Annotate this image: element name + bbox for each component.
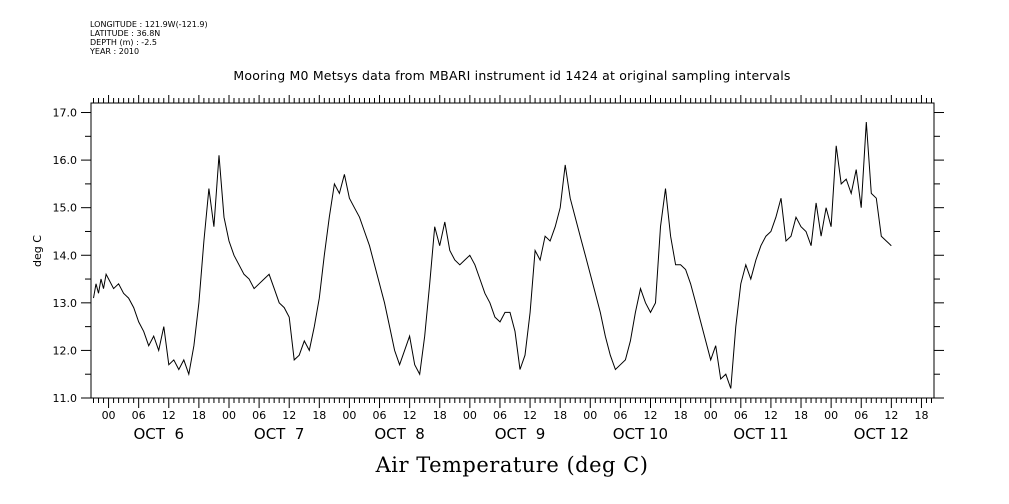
day-label: OCT 10 — [613, 425, 668, 443]
x-tick-label: 12 — [403, 409, 417, 422]
plot-frame — [90, 102, 935, 399]
x-tick-label: 00 — [824, 409, 838, 422]
x-tick-label: 06 — [613, 409, 627, 422]
chart-title: Mooring M0 Metsys data from MBARI instru… — [233, 68, 791, 83]
y-tick-label: 16.0 — [53, 154, 78, 167]
x-tick-label: 06 — [252, 409, 266, 422]
x-tick-label: 06 — [734, 409, 748, 422]
day-label: OCT 6 — [133, 425, 184, 443]
x-tick-label: 06 — [132, 409, 146, 422]
y-tick-label: 14.0 — [53, 249, 78, 262]
x-tick-label: 18 — [553, 409, 567, 422]
x-tick-label: 18 — [192, 409, 206, 422]
x-tick-label: 18 — [794, 409, 808, 422]
day-label: OCT 8 — [374, 425, 425, 443]
x-tick-label: 12 — [523, 409, 537, 422]
depth-label: DEPTH (m) : -2.5 — [90, 38, 157, 47]
x-tick-label: 06 — [373, 409, 387, 422]
x-tick-label: 06 — [493, 409, 507, 422]
x-tick-label: 18 — [433, 409, 447, 422]
y-axis: 11.0 12.0 13.0 14.0 15.0 16.0 17.0 — [53, 107, 944, 405]
day-label: OCT 9 — [495, 425, 546, 443]
x-tick-label: 18 — [914, 409, 928, 422]
latitude-label: LATITUDE : 36.8N — [90, 29, 161, 38]
y-tick-label: 17.0 — [53, 107, 78, 120]
y-tick-label: 11.0 — [53, 392, 78, 405]
x-tick-label: 12 — [884, 409, 898, 422]
day-label: OCT 7 — [254, 425, 305, 443]
y-tick-label: 13.0 — [53, 297, 78, 310]
day-label: OCT 12 — [854, 425, 909, 443]
year-label: YEAR : 2010 — [90, 47, 140, 56]
x-tick-label: 18 — [312, 409, 326, 422]
station-metadata: LONGITUDE : 121.9W(-121.9) LATITUDE : 36… — [90, 20, 208, 56]
y-tick-label: 12.0 — [53, 344, 78, 357]
x-tick-label: 18 — [674, 409, 688, 422]
x-tick-label: 06 — [854, 409, 868, 422]
longitude-label: LONGITUDE : 121.9W(-121.9) — [90, 20, 208, 29]
air-temperature-line — [93, 121, 892, 389]
x-axis: 00 06 12 18 00 06 12 18 00 06 12 18 00 06 12 18 00 06 12 18… — [93, 95, 932, 443]
day-label: OCT 11 — [733, 425, 788, 443]
x-axis-title: Air Temperature (deg C) — [375, 453, 649, 477]
x-tick-label: 00 — [102, 409, 116, 422]
x-tick-label: 00 — [222, 409, 236, 422]
x-tick-label: 00 — [704, 409, 718, 422]
y-tick-label: 15.0 — [53, 202, 78, 215]
x-tick-label: 12 — [764, 409, 778, 422]
x-tick-label: 00 — [342, 409, 356, 422]
y-axis-label: deg C — [31, 235, 44, 267]
x-tick-label: 00 — [463, 409, 477, 422]
x-tick-label: 12 — [282, 409, 296, 422]
x-tick-label: 12 — [643, 409, 657, 422]
x-tick-label: 00 — [583, 409, 597, 422]
x-tick-label: 12 — [162, 409, 176, 422]
